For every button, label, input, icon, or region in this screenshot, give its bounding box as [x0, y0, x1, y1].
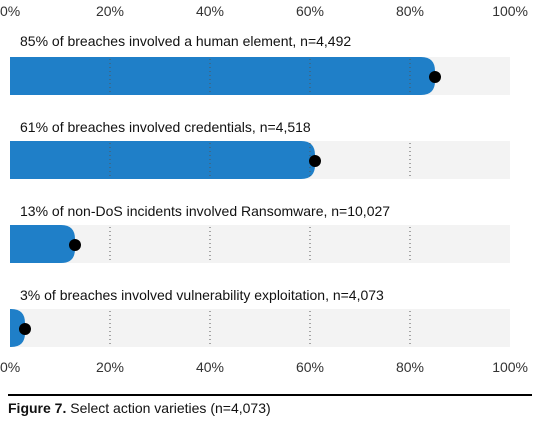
x-tick-label-bottom: 100% — [492, 359, 528, 375]
value-marker — [69, 239, 81, 251]
bar — [10, 309, 25, 347]
bar — [10, 141, 315, 179]
x-tick-label-top: 40% — [196, 3, 224, 19]
row-label: 3% of breaches involved vulnerability ex… — [20, 287, 384, 303]
bar — [10, 225, 75, 263]
figure-title: Select action varieties (n=4,073) — [66, 400, 271, 416]
x-tick-label-top: 0% — [0, 3, 20, 19]
row-label: 85% of breaches involved a human element… — [20, 33, 351, 49]
x-tick-label-top: 100% — [492, 3, 528, 19]
caption-rule — [8, 394, 532, 396]
value-marker — [309, 155, 321, 167]
x-tick-label-bottom: 60% — [296, 359, 324, 375]
value-marker — [19, 323, 31, 335]
figure-caption: Figure 7. Select action varieties (n=4,0… — [8, 400, 538, 416]
row-label: 61% of breaches involved credentials, n=… — [20, 119, 311, 135]
x-tick-label-bottom: 0% — [0, 359, 20, 375]
x-tick-label-top: 80% — [396, 3, 424, 19]
x-tick-label-top: 60% — [296, 3, 324, 19]
x-tick-label-bottom: 40% — [196, 359, 224, 375]
bar-track — [10, 309, 510, 347]
value-marker — [429, 71, 441, 83]
bar — [10, 57, 435, 95]
x-tick-label-bottom: 20% — [96, 359, 124, 375]
x-tick-label-bottom: 80% — [396, 359, 424, 375]
bar-track — [10, 225, 510, 263]
row-label: 13% of non-DoS incidents involved Ransom… — [20, 203, 390, 219]
figure-number: Figure 7. — [8, 400, 67, 416]
x-tick-label-top: 20% — [96, 3, 124, 19]
